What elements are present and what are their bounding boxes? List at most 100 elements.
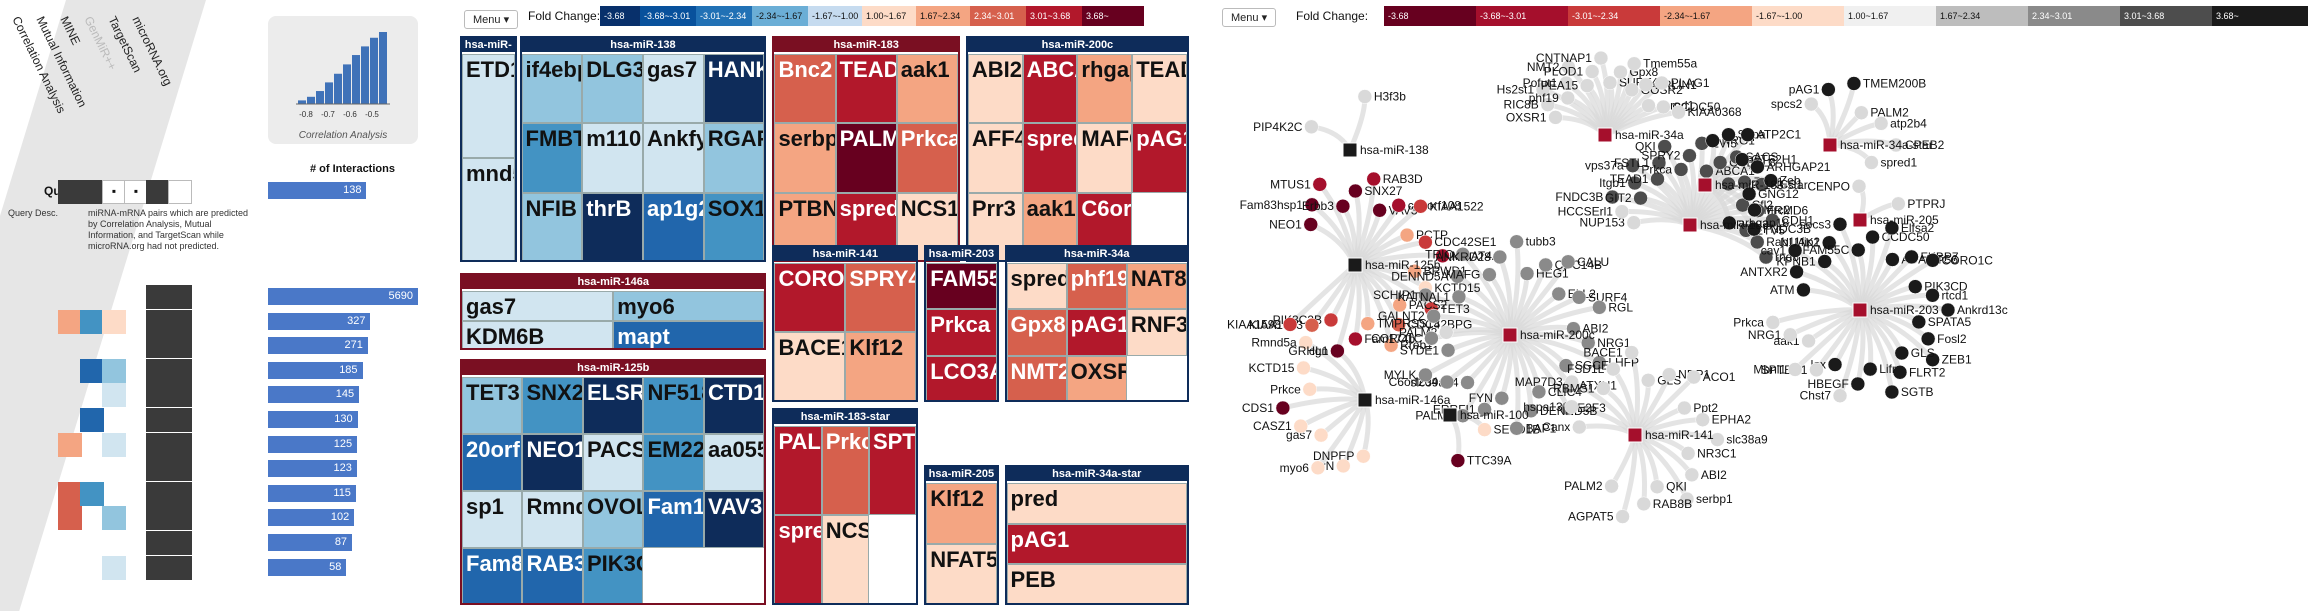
gene-node[interactable] [1477, 422, 1492, 437]
mirna-group[interactable]: hsa-miR-34a-star pred pAG1 PEB [1004, 465, 1189, 605]
gene-node[interactable] [1920, 331, 1936, 347]
gene-node[interactable] [1551, 286, 1567, 302]
gene-node[interactable] [1765, 213, 1780, 228]
gene-node[interactable] [1435, 248, 1450, 264]
gene-tile[interactable]: if4ebp [521, 54, 583, 124]
gene-tile[interactable]: NEO1 [522, 434, 583, 492]
gene-node[interactable] [1851, 179, 1867, 194]
legend-bin[interactable]: -2.34~-1.67 [752, 6, 808, 26]
mirna-group[interactable]: hsa-miR-183Bnc2TEADaak1serbpPALM2PrkcaPT… [772, 36, 960, 262]
gene-node[interactable] [1558, 358, 1574, 373]
set-cell[interactable] [146, 408, 170, 432]
gene-tile[interactable]: thrB [582, 192, 643, 260]
gene-tile[interactable]: Fam174b [643, 491, 704, 549]
gene-node[interactable] [1656, 99, 1671, 115]
gene-node[interactable] [1531, 384, 1547, 400]
gene-node[interactable] [1850, 242, 1866, 258]
legend-bin[interactable]: 3.01~3.68 [1026, 6, 1082, 26]
gene-node[interactable] [1613, 64, 1628, 80]
query-toggle[interactable] [58, 180, 82, 204]
gene-tile[interactable]: ELSR [582, 377, 644, 435]
gene-node[interactable] [1523, 403, 1539, 419]
gene-tile[interactable]: SNX27 [522, 377, 583, 435]
gene-tile[interactable]: Fam83H [462, 548, 523, 603]
gene-tile[interactable]: FAM55C [926, 262, 997, 310]
set-cell[interactable] [146, 432, 170, 457]
legend-bin[interactable]: -2.34~-1.67 [1660, 6, 1752, 26]
histogram-widget[interactable]: -0.8 -0.7 -0.6 -0.5 Correlation Analysis [268, 16, 418, 144]
gene-tile[interactable]: TEAD [835, 54, 897, 124]
set-cell[interactable] [58, 309, 82, 334]
gene-node[interactable] [1827, 357, 1843, 372]
gene-tile[interactable]: Klf12 [845, 332, 917, 400]
gene-node[interactable] [1602, 75, 1618, 90]
gene-tile[interactable]: 20orf10 [462, 434, 523, 492]
gene-node[interactable] [1538, 257, 1553, 273]
query-toggle[interactable]: ▪ [124, 180, 148, 204]
gene-node[interactable] [1304, 197, 1320, 213]
gene-node[interactable] [1721, 127, 1736, 142]
gene-node[interactable] [1624, 82, 1640, 98]
gene-tile[interactable]: PALM2 [835, 123, 897, 193]
gene-tile[interactable]: OXSR1 [1066, 355, 1127, 400]
legend-bin[interactable]: -3.01~-2.34 [1568, 6, 1660, 26]
gene-node[interactable] [1559, 75, 1574, 91]
gene-tile[interactable]: pAG1 [1132, 123, 1187, 193]
gene-tile[interactable]: RAB3IP [522, 548, 583, 603]
set-cell[interactable] [168, 457, 192, 482]
set-cell[interactable] [146, 309, 170, 334]
set-cell[interactable] [58, 506, 82, 531]
gene-node[interactable] [1940, 302, 1956, 318]
set-cell[interactable] [168, 481, 192, 506]
gene-node[interactable] [1884, 384, 1900, 400]
gene-tile[interactable]: ABCA1 [1022, 54, 1078, 124]
gene-tile[interactable]: PACS2 [582, 434, 644, 492]
gene-node[interactable] [1864, 155, 1879, 170]
gene-node[interactable] [1426, 308, 1441, 324]
gene-node[interactable] [1560, 90, 1576, 106]
gene-node[interactable] [1391, 198, 1406, 213]
gene-node[interactable] [1596, 381, 1611, 396]
set-cell[interactable] [102, 358, 126, 383]
legend-bin[interactable]: 3.68~ [2212, 6, 2308, 26]
mirna-group[interactable]: hsa-miR-34aspredphf19NAT8L Gpx8pAG1RNF34 N… [1004, 244, 1189, 402]
legend-bin[interactable]: -3.01~-2.34 [696, 6, 752, 26]
gene-node[interactable] [1572, 419, 1587, 435]
legend-bin[interactable]: -3.68~-3.01 [640, 6, 696, 26]
gene-tile[interactable]: Bnc2 [774, 54, 836, 124]
gene-node[interactable] [1763, 173, 1779, 188]
gene-node[interactable] [1450, 453, 1466, 468]
gene-node[interactable] [1509, 421, 1524, 436]
gene-node[interactable] [1846, 76, 1862, 91]
legend-bin[interactable]: 1.67~2.34 [1936, 6, 2028, 26]
fold-change-legend[interactable]: -3.68 -3.68~-3.01 -3.01~-2.34 -2.34~-1.67 -1… [1384, 6, 2314, 26]
gene-node[interactable] [1680, 446, 1696, 461]
legend-bin[interactable]: -1.67~-1.00 [808, 6, 862, 26]
gene-node[interactable] [1750, 159, 1765, 175]
legend-bin[interactable]: 1.67~2.34 [916, 6, 970, 26]
menu-button[interactable]: Menu ▾ [464, 10, 519, 29]
count-bar[interactable]: 185 [268, 361, 363, 379]
gene-node[interactable] [1710, 432, 1725, 447]
gene-node[interactable] [1741, 186, 1757, 202]
set-cell[interactable] [168, 432, 192, 457]
gene-node[interactable] [1892, 365, 1908, 380]
gene-node[interactable] [1649, 479, 1665, 494]
gene-tile[interactable]: HANK [703, 54, 765, 124]
gene-tile[interactable]: m110 [582, 123, 643, 193]
gene-node[interactable] [1740, 127, 1755, 142]
gene-node[interactable] [1566, 321, 1581, 336]
gene-node[interactable] [1282, 317, 1298, 332]
mirna-group[interactable]: hsa-miR-141CORO1SPRY4BACE1Klf12 [772, 244, 919, 402]
gene-tile[interactable]: FMBT [521, 123, 583, 193]
gene-tile[interactable]: CORO1 [774, 262, 846, 333]
set-cell[interactable] [146, 334, 170, 359]
gene-node[interactable] [1817, 254, 1832, 269]
gene-node[interactable] [1789, 264, 1804, 280]
gene-node[interactable] [1832, 388, 1848, 403]
gene-node[interactable] [1865, 229, 1880, 245]
gene-node[interactable] [1477, 402, 1492, 417]
mirna-hub-node[interactable] [1822, 137, 1838, 153]
gene-tile[interactable]: RGAP [703, 123, 765, 193]
gene-node[interactable] [1312, 177, 1328, 192]
